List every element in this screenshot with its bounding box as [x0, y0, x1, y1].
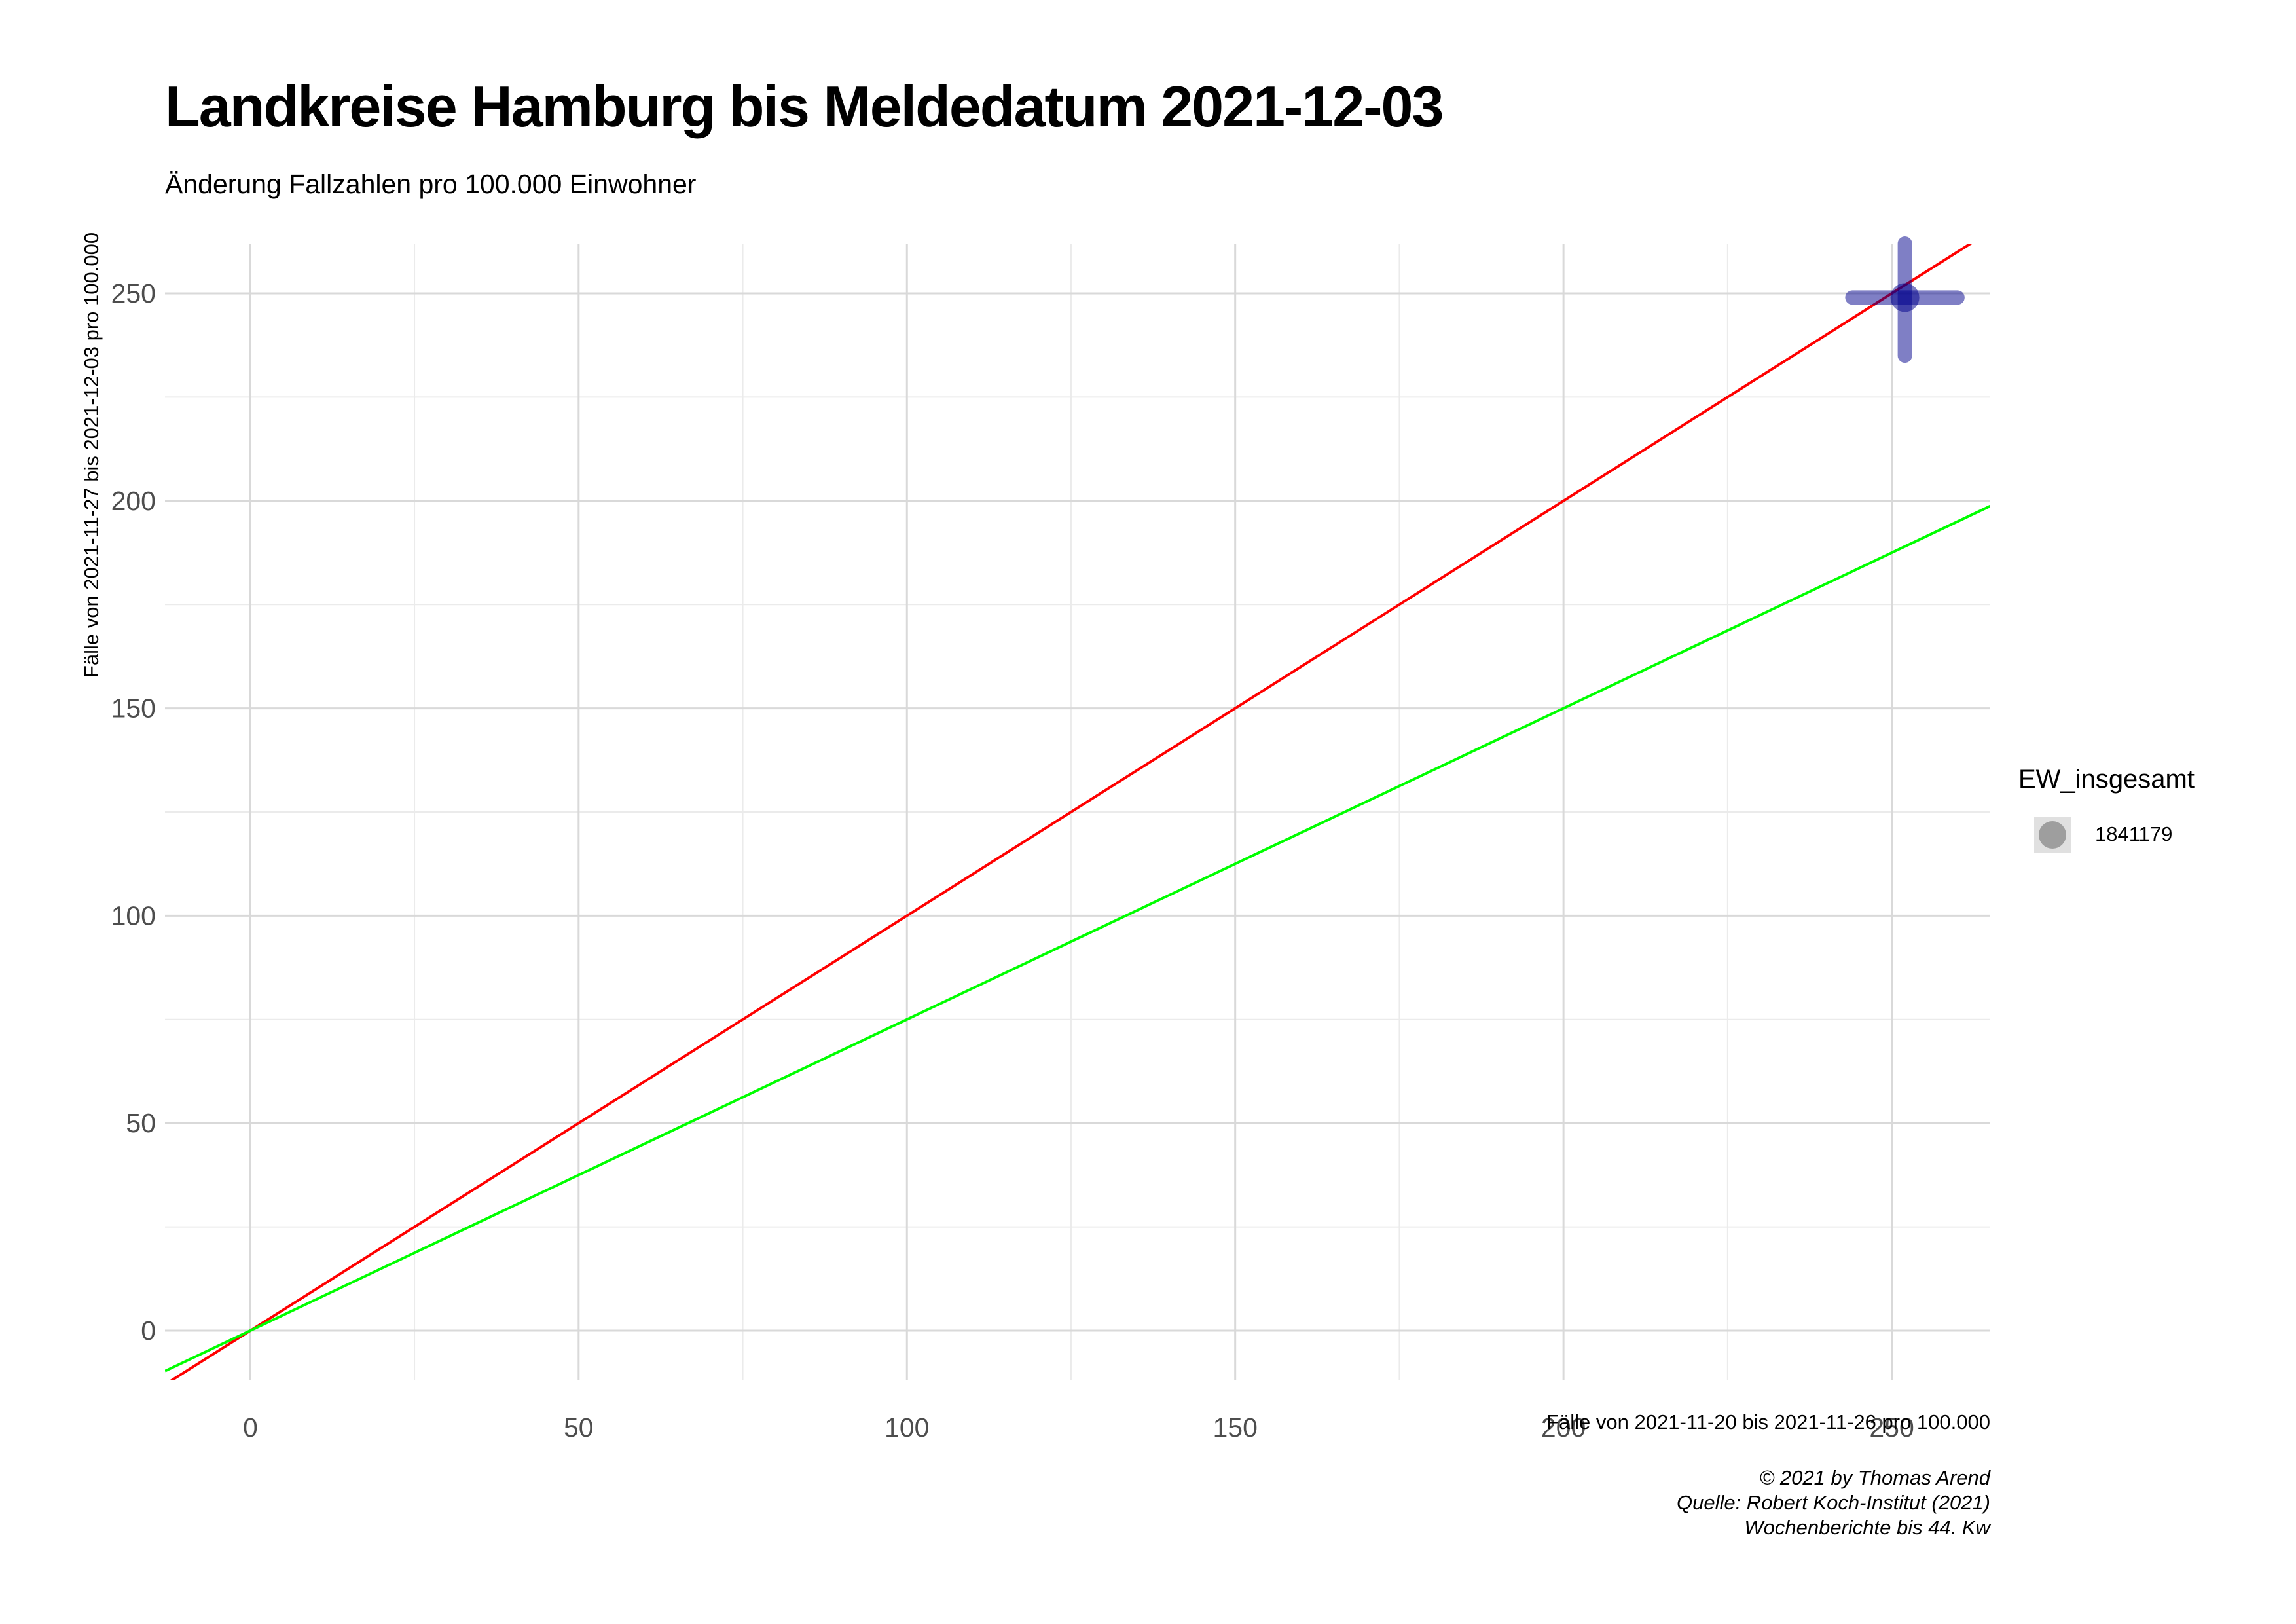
caption-line: © 2021 by Thomas Arend — [1759, 1466, 1990, 1489]
legend-title: EW_insgesamt — [2018, 765, 2195, 794]
x-tick-label: 150 — [1212, 1412, 1257, 1443]
x-tick-label: 0 — [243, 1412, 258, 1443]
data-point — [1890, 283, 1920, 312]
x-tick-label: 50 — [564, 1412, 594, 1443]
legend-key — [2034, 817, 2071, 853]
x-tick-label: 200 — [1541, 1412, 1586, 1443]
caption-line: Quelle: Robert Koch-Institut (2021) — [1676, 1491, 1990, 1514]
caption: © 2021 by Thomas Arend Quelle: Robert Ko… — [1677, 1466, 1990, 1540]
y-tick-label: 0 — [141, 1316, 156, 1346]
reference-lines — [165, 244, 1990, 1380]
y-tick-label: 100 — [111, 900, 156, 931]
y-tick-label: 150 — [111, 693, 156, 724]
data-points — [1845, 236, 1965, 363]
tick-labels: 0 50 100 150 200 250 0 50 100 150 200 250 — [111, 278, 1914, 1443]
grid-lines — [165, 244, 1990, 1380]
y-tick-label: 200 — [111, 486, 156, 516]
reference-line — [165, 504, 1990, 1373]
legend-point-icon — [2039, 821, 2066, 849]
caption-line: Wochenberichte bis 44. Kw — [1744, 1516, 1990, 1539]
chart-title: Landkreise Hamburg bis Meldedatum 2021-1… — [165, 74, 1444, 139]
reference-line — [169, 244, 1973, 1380]
x-tick-label: 100 — [884, 1412, 929, 1443]
x-axis-label: Fälle von 2021-11-20 bis 2021-11-26 pro … — [1546, 1411, 1990, 1433]
chart-subtitle: Änderung Fallzahlen pro 100.000 Einwohne… — [165, 169, 697, 199]
y-tick-label: 50 — [126, 1108, 156, 1138]
y-axis-label: Fälle von 2021-11-27 bis 2021-12-03 pro … — [80, 232, 103, 678]
y-tick-label: 250 — [111, 278, 156, 308]
x-tick-label: 250 — [1869, 1412, 1914, 1443]
legend-entry-label: 1841179 — [2095, 822, 2173, 845]
